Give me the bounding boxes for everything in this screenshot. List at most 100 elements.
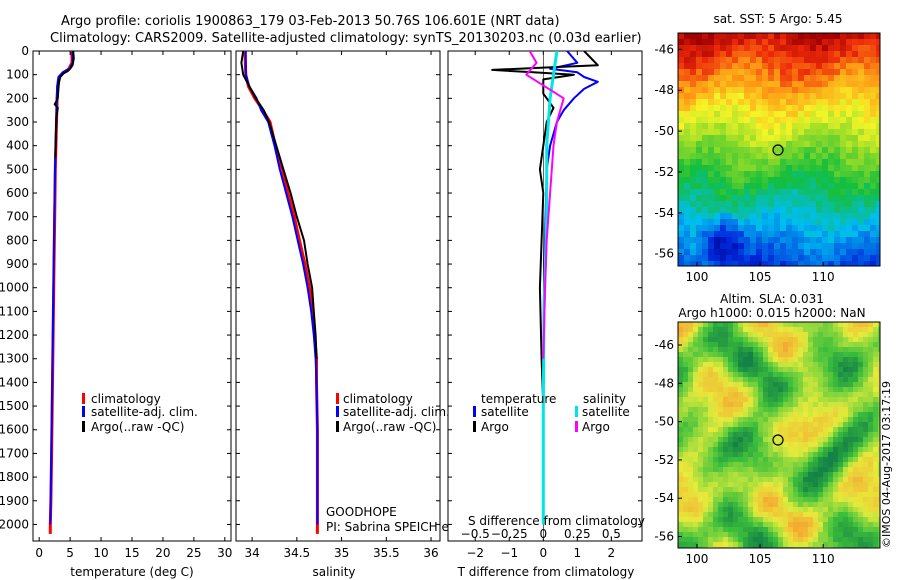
heatmap-cell	[690, 141, 696, 147]
heatmap-cell	[876, 99, 880, 105]
heatmap-cell	[748, 332, 753, 337]
heatmap-cell	[873, 337, 878, 342]
heatmap-cell	[838, 462, 843, 467]
heatmap-cell	[720, 57, 726, 63]
heatmap-cell	[878, 422, 880, 427]
heatmap-cell	[813, 467, 818, 472]
heatmap-cell	[778, 367, 783, 372]
heatmap-cell	[810, 189, 816, 195]
heatmap-cell	[688, 397, 693, 402]
heatmap-cell	[780, 183, 786, 189]
heatmap-cell	[793, 542, 798, 547]
heatmap-cell	[828, 467, 833, 472]
heatmap-cell	[690, 195, 696, 201]
heatmap-cell	[868, 492, 873, 497]
heatmap-cell	[762, 135, 768, 141]
heatmap-cell	[733, 457, 738, 462]
heatmap-cell	[728, 437, 733, 442]
heatmap-cell	[846, 81, 852, 87]
heatmap-cell	[858, 45, 864, 51]
heatmap-cell	[840, 159, 846, 165]
heatmap-cell	[788, 497, 793, 502]
heatmap-cell	[822, 117, 828, 123]
heatmap-cell	[778, 457, 783, 462]
heatmap-cell	[833, 347, 838, 352]
heatmap-cell	[768, 437, 773, 442]
heatmap-cell	[748, 437, 753, 442]
heatmap-cell	[688, 447, 693, 452]
heatmap-cell	[723, 427, 728, 432]
heatmap-cell	[808, 472, 813, 477]
x-tick-label: 105	[749, 552, 772, 566]
heatmap-cell	[868, 487, 873, 492]
heatmap-cell	[858, 387, 863, 392]
heatmap-cell	[833, 492, 838, 497]
heatmap-cell	[868, 422, 873, 427]
heatmap-cell	[783, 457, 788, 462]
heatmap-cell	[726, 183, 732, 189]
heatmap-cell	[713, 372, 718, 377]
heatmap-cell	[838, 487, 843, 492]
heatmap-cell	[822, 123, 828, 129]
heatmap-cell	[822, 183, 828, 189]
heatmap-cell	[743, 457, 748, 462]
heatmap-cell	[786, 231, 792, 237]
heatmap-cell	[678, 382, 683, 387]
heatmap-cell	[863, 397, 868, 402]
heatmap-cell	[702, 159, 708, 165]
heatmap-cell	[783, 487, 788, 492]
heatmap-cell	[788, 542, 793, 547]
heatmap-cell	[788, 522, 793, 527]
heatmap-cell	[834, 207, 840, 213]
heatmap-cell	[738, 337, 743, 342]
heatmap-cell	[748, 527, 753, 532]
heatmap-cell	[744, 201, 750, 207]
heatmap-cell	[808, 397, 813, 402]
heatmap-cell	[758, 537, 763, 542]
heatmap-cell	[720, 177, 726, 183]
heatmap-cell	[723, 532, 728, 537]
heatmap-cell	[688, 442, 693, 447]
heatmap-cell	[858, 502, 863, 507]
heatmap-cell	[708, 51, 714, 57]
heatmap-cell	[718, 342, 723, 347]
heatmap-cell	[702, 147, 708, 153]
heatmap-cell	[698, 522, 703, 527]
heatmap-cell	[744, 153, 750, 159]
heatmap-cell	[743, 362, 748, 367]
heatmap-cell	[838, 517, 843, 522]
heatmap-cell	[778, 472, 783, 477]
heatmap-cell	[738, 542, 743, 547]
heatmap-cell	[748, 402, 753, 407]
heatmap-cell	[698, 377, 703, 382]
heatmap-cell	[848, 492, 853, 497]
heatmap-cell	[714, 87, 720, 93]
heatmap-cell	[808, 422, 813, 427]
heatmap-cell	[870, 57, 876, 63]
heatmap-cell	[783, 427, 788, 432]
heatmap-cell	[732, 189, 738, 195]
heatmap-cell	[822, 165, 828, 171]
heatmap-cell	[733, 477, 738, 482]
heatmap-cell	[713, 362, 718, 367]
heatmap-cell	[748, 492, 753, 497]
heatmap-cell	[848, 342, 853, 347]
heatmap-cell	[756, 45, 762, 51]
heatmap-cell	[678, 165, 684, 171]
heatmap-cell	[702, 111, 708, 117]
heatmap-cell	[683, 417, 688, 422]
heatmap-cell	[858, 392, 863, 397]
heatmap-cell	[738, 171, 744, 177]
heatmap-cell	[732, 135, 738, 141]
heatmap-cell	[733, 442, 738, 447]
heatmap-cell	[738, 183, 744, 189]
heatmap-cell	[733, 342, 738, 347]
heatmap-cell	[693, 332, 698, 337]
heatmap-cell	[846, 231, 852, 237]
heatmap-cell	[683, 452, 688, 457]
heatmap-cell	[696, 105, 702, 111]
heatmap-cell	[823, 492, 828, 497]
heatmap-cell	[838, 437, 843, 442]
heatmap-cell	[768, 332, 773, 337]
heatmap-cell	[678, 171, 684, 177]
